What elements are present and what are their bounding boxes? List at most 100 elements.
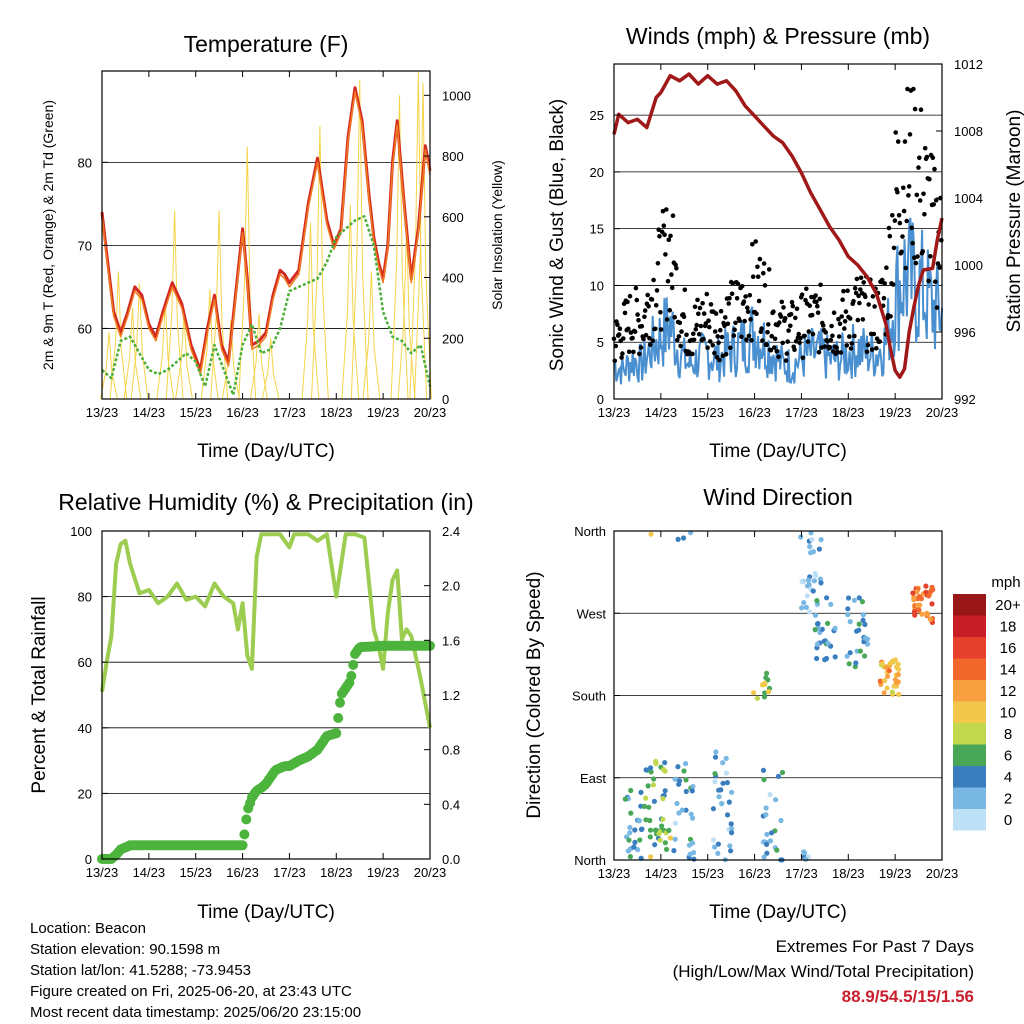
humidity-plot-frame xyxy=(101,530,431,860)
gust-point xyxy=(741,299,747,304)
gust-point xyxy=(723,315,728,320)
wind-direction-point xyxy=(807,544,813,550)
gust-point xyxy=(665,278,671,284)
wind-direction-point xyxy=(824,595,830,601)
gust-point xyxy=(797,340,802,346)
gust-point xyxy=(766,322,771,327)
wind-direction-point xyxy=(759,682,766,688)
gust-point xyxy=(779,299,785,305)
wind-direction-point xyxy=(638,789,644,796)
humidity-xlabel: Time (Day/UTC) xyxy=(197,902,335,923)
gust-point xyxy=(789,299,795,305)
wind-direction-point xyxy=(662,760,668,766)
humidity-x-tick-label: 14/23 xyxy=(133,865,166,880)
gust-point xyxy=(887,233,893,239)
gust-point xyxy=(774,349,780,354)
gust-point xyxy=(884,265,889,271)
gust-point xyxy=(693,327,699,332)
wind-direction-point xyxy=(646,804,652,810)
gust-point xyxy=(847,334,852,339)
direction-xlabel: Time (Day/UTC) xyxy=(709,902,847,923)
wind-direction-point xyxy=(723,755,729,762)
wind-direction-point xyxy=(628,787,634,794)
humidity-x-tick-label: 20/23 xyxy=(414,865,447,880)
wind-direction-point xyxy=(892,677,899,683)
gust-point xyxy=(920,249,925,254)
gust-point xyxy=(729,291,735,297)
wind-direction-point xyxy=(657,829,663,835)
humidity-y-tick-label: 40 xyxy=(78,721,92,736)
gust-point xyxy=(695,297,700,303)
gust-point xyxy=(810,331,816,337)
wind-direction-point xyxy=(627,830,633,836)
gust-point xyxy=(760,338,765,343)
gust-point xyxy=(895,189,900,195)
direction-x-tick-label: 15/23 xyxy=(691,866,724,881)
gust-point xyxy=(805,339,811,344)
wind-direction-point xyxy=(653,761,659,767)
gust-point xyxy=(620,351,625,356)
gust-point xyxy=(634,297,640,303)
extremes-summary: Extremes For Past 7 Days (High/Low/Max W… xyxy=(673,934,974,1009)
wind-direction-point xyxy=(832,654,838,660)
wind-speed-series xyxy=(613,217,943,385)
humidity-x-tick-label: 15/23 xyxy=(179,865,212,880)
precipitation-point xyxy=(239,829,250,840)
gust-point xyxy=(612,358,618,364)
wind-direction-point xyxy=(766,689,772,695)
gust-point xyxy=(622,310,628,316)
wind-direction-point xyxy=(853,660,859,666)
wind-direction-point xyxy=(814,655,820,662)
wind-direction-point xyxy=(825,620,831,627)
wind-direction-point xyxy=(845,612,851,618)
wind-direction-point xyxy=(671,848,677,854)
wind-direction-point xyxy=(663,846,670,853)
gust-point xyxy=(879,277,885,283)
gust-point xyxy=(625,299,630,305)
wind-direction-point xyxy=(764,670,770,676)
direction-x-tick-label: 18/23 xyxy=(832,866,865,881)
gust-point xyxy=(707,324,712,330)
wind-direction-point xyxy=(761,694,768,700)
gust-point xyxy=(749,338,754,343)
humidity-x-tick-label: 18/23 xyxy=(320,865,353,880)
gust-point xyxy=(653,303,659,308)
gust-point xyxy=(658,310,663,315)
gust-point xyxy=(649,297,655,302)
gust-point xyxy=(849,341,855,346)
solar-insolation-spike xyxy=(109,271,128,400)
gust-point xyxy=(619,355,624,360)
gust-point xyxy=(869,347,875,352)
wind-direction-point xyxy=(687,851,693,857)
temperature-x-tick-label: 15/23 xyxy=(179,405,212,420)
gust-point xyxy=(882,281,887,286)
gust-point xyxy=(710,343,715,348)
gust-point xyxy=(704,291,710,297)
gust-point xyxy=(750,242,755,247)
gust-point xyxy=(638,345,644,350)
gust-point xyxy=(781,305,786,310)
wind-direction-point xyxy=(818,580,824,586)
wind-direction-point xyxy=(844,653,850,659)
winds-plot-frame xyxy=(613,63,943,400)
gust-point xyxy=(858,287,863,292)
wind-direction-point xyxy=(631,844,637,850)
colorbar-cell xyxy=(953,658,986,680)
gust-point xyxy=(667,308,672,313)
gust-point xyxy=(727,295,732,301)
wind-direction-point xyxy=(727,843,733,849)
gust-point xyxy=(852,333,857,339)
humidity-panel: Relative Humidity (%) & Precipitation (i… xyxy=(29,489,474,923)
humidity-y-tick-label: 60 xyxy=(78,655,92,670)
wind-direction-point xyxy=(814,641,821,647)
wind-direction-point xyxy=(889,689,895,695)
wind-direction-point xyxy=(715,841,722,847)
gust-point xyxy=(866,302,871,307)
winds-y-tick-label: 10 xyxy=(590,278,604,293)
colorbar-label: 4 xyxy=(1004,769,1012,786)
colorbar-cell xyxy=(953,701,986,723)
gust-point xyxy=(786,328,791,333)
gust-point xyxy=(650,338,656,344)
gust-point xyxy=(705,345,710,351)
wind-direction-point xyxy=(925,612,931,618)
